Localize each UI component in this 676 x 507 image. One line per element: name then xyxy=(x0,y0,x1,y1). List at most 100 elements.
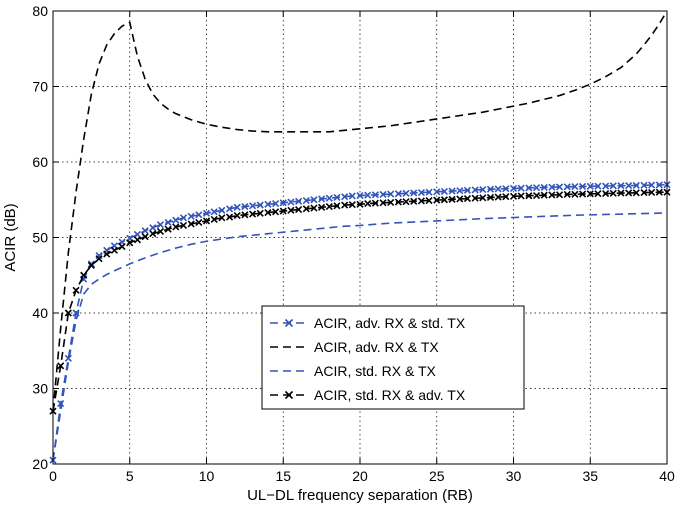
x-marker xyxy=(563,183,571,191)
x-marker xyxy=(456,187,464,195)
x-marker xyxy=(156,227,165,236)
x-marker xyxy=(179,214,188,222)
x-marker xyxy=(295,197,303,205)
x-marker xyxy=(602,182,610,190)
x-marker xyxy=(371,199,379,207)
x-marker xyxy=(379,190,387,199)
legend-item: ACIR, std. RX & adv. TX xyxy=(270,387,466,403)
x-marker xyxy=(126,239,134,247)
series-2 xyxy=(52,10,668,412)
x-marker xyxy=(394,190,402,198)
x-marker xyxy=(410,197,418,205)
x-marker xyxy=(579,182,587,191)
x-tick-label: 15 xyxy=(275,468,291,484)
x-marker xyxy=(310,196,318,204)
x-marker xyxy=(248,202,257,210)
x-marker xyxy=(364,191,372,199)
x-marker xyxy=(463,195,472,203)
x-marker xyxy=(471,194,479,202)
x-marker xyxy=(502,193,510,201)
x-marker xyxy=(532,191,541,200)
legend-item: ACIR, std. RX & TX xyxy=(270,363,437,379)
legend-label: ACIR, adv. RX & TX xyxy=(314,339,439,355)
x-marker xyxy=(494,193,502,201)
x-marker xyxy=(272,199,280,208)
x-marker xyxy=(525,192,533,200)
x-tick-label: 25 xyxy=(429,468,445,484)
x-marker xyxy=(625,189,633,197)
x-marker xyxy=(172,216,180,224)
x-marker xyxy=(640,181,648,189)
x-marker xyxy=(341,201,349,209)
x-marker xyxy=(279,207,287,215)
x-marker xyxy=(648,181,656,189)
x-marker xyxy=(632,181,640,189)
x-marker xyxy=(287,206,295,214)
x-marker xyxy=(517,184,525,192)
axis-ticks: 0 5 10 15 20 25 30 35 40 20 30 40 50 60 70 80 xyxy=(32,3,675,484)
x-marker xyxy=(525,184,533,192)
x-marker xyxy=(318,203,326,211)
x-marker xyxy=(179,221,188,229)
x-marker xyxy=(571,190,579,198)
x-marker xyxy=(195,218,203,226)
x-marker xyxy=(110,246,118,254)
x-marker xyxy=(264,200,272,208)
x-marker xyxy=(425,196,433,205)
x-marker xyxy=(264,209,272,217)
x-tick-label: 30 xyxy=(506,468,522,484)
x-tick-label: 20 xyxy=(352,468,368,484)
series-3 xyxy=(52,212,668,461)
x-marker xyxy=(471,186,479,194)
x-marker xyxy=(210,208,218,216)
x-marker xyxy=(509,184,518,192)
series-line xyxy=(52,212,668,461)
x-marker xyxy=(387,198,395,206)
x-marker xyxy=(295,205,303,214)
legend-label: ACIR, std. RX & TX xyxy=(314,363,437,379)
x-marker xyxy=(509,192,518,200)
x-marker xyxy=(632,189,640,197)
x-marker xyxy=(479,185,487,194)
x-marker xyxy=(149,224,157,232)
x-marker xyxy=(202,209,211,217)
x-marker xyxy=(371,191,379,199)
x-marker xyxy=(87,260,95,268)
x-marker xyxy=(394,198,402,206)
x-marker xyxy=(149,230,157,238)
x-marker xyxy=(72,286,80,294)
legend-box xyxy=(261,305,525,410)
x-marker xyxy=(571,183,579,191)
x-marker xyxy=(187,220,195,228)
x-marker xyxy=(417,197,425,205)
x-marker xyxy=(417,189,425,197)
x-marker xyxy=(202,217,211,225)
x-marker xyxy=(648,188,656,196)
x-marker xyxy=(356,192,364,200)
x-marker xyxy=(103,250,111,258)
x-marker xyxy=(225,213,234,221)
x-marker xyxy=(95,255,103,263)
x-marker xyxy=(64,354,72,362)
x-marker xyxy=(233,212,241,220)
x-marker xyxy=(640,189,648,197)
x-marker xyxy=(402,198,410,206)
series-line xyxy=(52,10,668,412)
x-marker xyxy=(118,242,126,251)
x-marker xyxy=(356,200,364,208)
x-marker xyxy=(302,196,310,205)
legend-label: ACIR, adv. RX & std. TX xyxy=(314,315,466,331)
x-tick-label: 35 xyxy=(582,468,598,484)
data-series xyxy=(49,10,671,464)
x-marker xyxy=(463,186,472,194)
x-marker xyxy=(563,190,571,199)
x-marker xyxy=(486,185,495,193)
x-marker xyxy=(141,227,149,235)
x-marker xyxy=(287,198,295,206)
y-tick-label: 50 xyxy=(32,230,48,246)
x-marker xyxy=(241,211,249,219)
x-marker xyxy=(486,193,495,202)
x-marker xyxy=(402,189,410,197)
x-marker xyxy=(617,182,625,190)
